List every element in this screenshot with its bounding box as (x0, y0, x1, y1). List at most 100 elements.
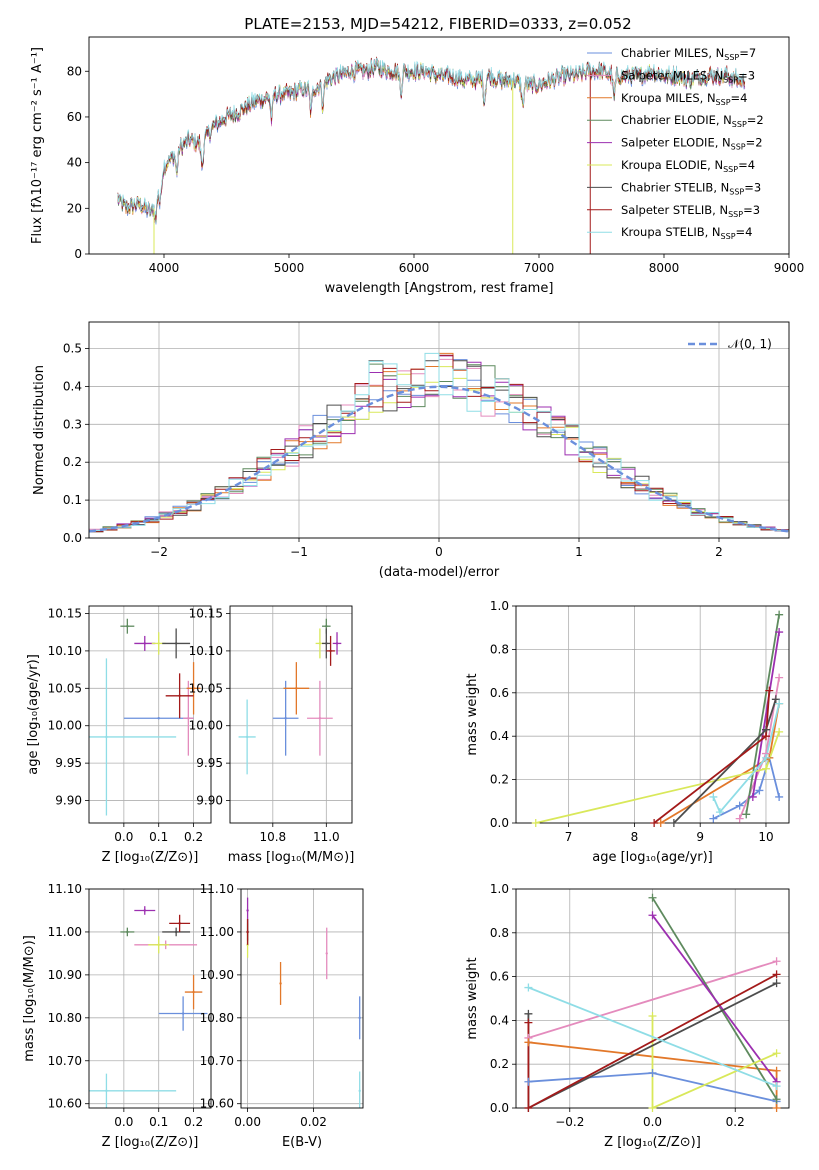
y-tick-label: 0.4 (490, 729, 509, 743)
x-axis-label: E(B-V) (282, 1135, 322, 1150)
x-tick-label: 1 (575, 545, 583, 559)
data-point (174, 642, 178, 645)
y-tick-label: 0.6 (490, 686, 509, 700)
weight-marker (648, 1104, 657, 1112)
axes-weight_vs_Z: −0.2 0.0 0.2 0.0 0.2 0.4 0.6 0.8 1.0 Z [log₁₀(Z/Z… (465, 882, 790, 1150)
axes-frame (515, 605, 790, 824)
y-tick-label: 40 (67, 156, 82, 170)
y-tick-label: 10.00 (189, 719, 223, 733)
y-tick-label: 0.0 (63, 531, 82, 545)
data-point (358, 1089, 361, 1093)
data-point (335, 642, 339, 645)
weight-marker (709, 792, 718, 801)
legend-entry: Chabrier MILES, NSSP=7 (621, 46, 756, 62)
legend-entry: Salpeter MILES, NSSP=3 (621, 68, 755, 84)
x-axis-label: (data-model)/error (379, 565, 500, 580)
legend-entry: 𝒩(0, 1) (728, 337, 772, 351)
x-tick-label: 0.0 (114, 830, 133, 844)
weight-marker (650, 819, 659, 827)
weight-marker (715, 808, 724, 817)
x-tick-label: 0.2 (726, 1115, 745, 1129)
x-tick-label: 0.00 (234, 1115, 261, 1129)
weight-marker (761, 753, 770, 762)
weight-marker (742, 810, 751, 819)
spectrum-line (117, 58, 746, 219)
data-point (174, 930, 178, 934)
x-axis-label: Z [log₁₀(Z/Z⊙)] (604, 1135, 701, 1150)
plot-area-age_vs_Z (89, 618, 201, 816)
x-tick-label: 9 (696, 830, 704, 844)
data-point (246, 909, 249, 912)
y-tick-label: 10.05 (48, 681, 82, 695)
x-tick-label: −0.2 (555, 1115, 584, 1129)
weight-line (528, 986, 777, 1087)
data-point (318, 642, 322, 645)
weight-marker (761, 732, 770, 741)
legend-entry: Chabrier ELODIE, NSSP=2 (621, 113, 764, 129)
weight-marker (648, 911, 657, 920)
y-tick-label: 0.2 (490, 1057, 509, 1071)
y-tick-label: 0.3 (63, 417, 82, 431)
weight-marker (775, 792, 784, 801)
y-tick-label: 10.15 (48, 606, 82, 620)
x-tick-label: 0.0 (643, 1115, 662, 1129)
x-tick-label: 0.0 (114, 1115, 133, 1129)
x-axis-label: age [log₁₀(age/yr)] (592, 850, 713, 865)
weight-marker (772, 979, 781, 988)
data-point (358, 1016, 361, 1020)
axes-weight_vs_age: 7 8 9 10 0.0 0.2 0.4 0.6 0.8 1.0 age [log₁₀(age/yr… (465, 599, 790, 865)
y-tick-label: 0.0 (490, 816, 509, 830)
y-tick-label: 10.60 (200, 1097, 234, 1111)
x-tick-label: 7 (565, 830, 573, 844)
data-point (126, 625, 129, 628)
data-point (143, 909, 146, 912)
weight-marker (524, 983, 533, 992)
x-axis-label: Z [log₁₀(Z/Z⊙)] (102, 850, 199, 865)
weight-marker (648, 893, 657, 902)
x-tick-label: 5000 (274, 261, 305, 275)
weight-line (745, 614, 780, 815)
y-tick-label: 9.90 (196, 794, 223, 808)
weight-marker (531, 819, 540, 827)
weight-marker (765, 686, 774, 695)
y-tick-label: 0.0 (490, 1101, 509, 1115)
data-point (143, 642, 146, 645)
weight-marker (772, 1082, 781, 1091)
data-point (178, 694, 181, 697)
plot-area-residuals (89, 352, 789, 538)
x-tick-label: 2 (715, 545, 723, 559)
weight-marker (669, 819, 678, 827)
weight-marker (755, 786, 764, 795)
axes-frame (88, 321, 790, 539)
data-point (279, 982, 282, 985)
data-point (157, 717, 160, 720)
data-point (325, 642, 328, 645)
weight-line (712, 703, 780, 814)
x-tick-label: 9000 (774, 261, 805, 275)
data-point (192, 687, 195, 690)
data-point (246, 930, 249, 934)
legend-entry: Chabrier STELIB, NSSP=3 (621, 180, 761, 196)
data-point (157, 642, 160, 645)
axes-age_vs_Z: 0.0 0.1 0.2 9.90 9.95 10.00 10.05 10.10 10.15 Z [… (26, 605, 212, 865)
x-tick-label: 7000 (524, 261, 555, 275)
y-tick-label: 11.10 (48, 882, 82, 896)
y-axis-label: age [log₁₀(age/yr)] (26, 654, 41, 775)
legend-entry: Kroupa STELIB, NSSP=4 (621, 225, 752, 241)
axes-frame (88, 36, 790, 255)
axes-frame (88, 888, 212, 1109)
y-tick-label: 11.00 (48, 925, 82, 939)
data-point (105, 735, 108, 739)
x-tick-label: 0.2 (184, 1115, 203, 1129)
y-tick-label: 20 (67, 201, 82, 215)
y-tick-label: 10.10 (189, 644, 223, 658)
weight-line (527, 973, 778, 1108)
plot-area-age_vs_mass (238, 618, 342, 775)
weight-marker (772, 957, 781, 966)
weight-line (651, 1016, 777, 1108)
weight-marker (775, 727, 784, 736)
legend-entry: Salpeter ELODIE, NSSP=2 (621, 136, 763, 152)
data-point (325, 952, 328, 955)
y-tick-label: 0.5 (63, 342, 82, 356)
y-tick-label: 0.8 (490, 642, 509, 656)
